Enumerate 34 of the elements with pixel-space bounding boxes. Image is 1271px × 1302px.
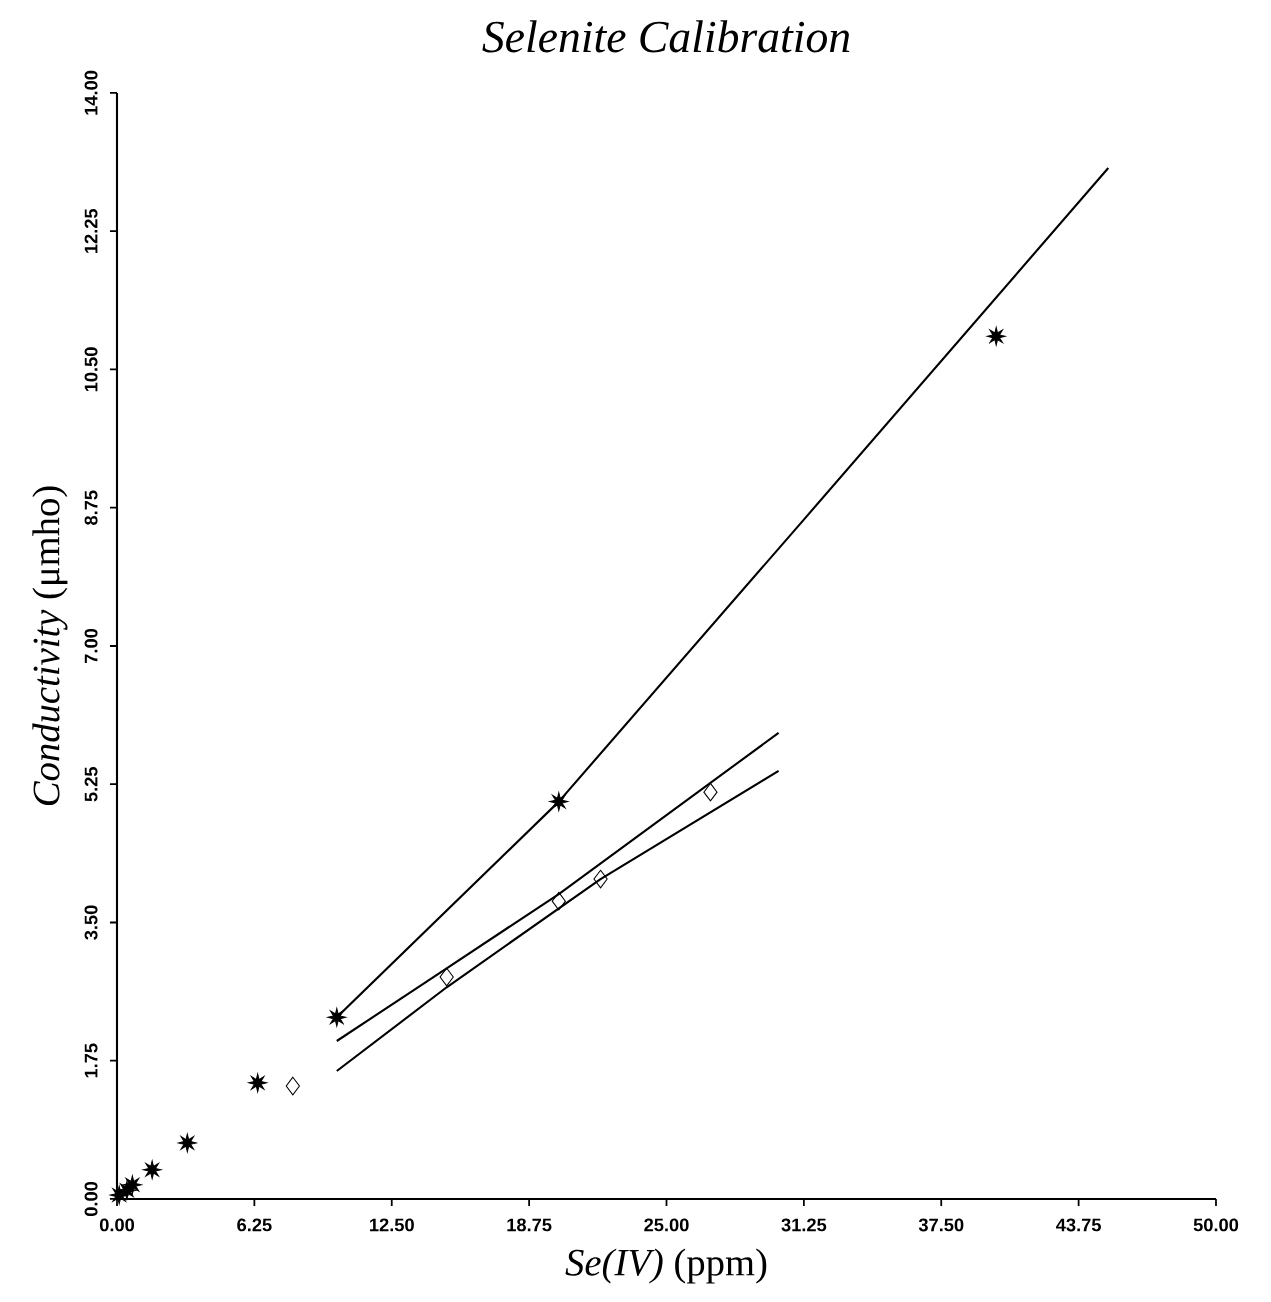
x-tick-label: 0.00 xyxy=(99,1218,135,1232)
point xyxy=(439,967,454,987)
y-tick-label: 7.00 xyxy=(84,628,98,664)
point xyxy=(248,1073,267,1093)
x-tick-label: 6.25 xyxy=(237,1218,272,1232)
chart-title: Selenite Calibration xyxy=(482,20,850,53)
point xyxy=(549,792,569,811)
x-tick-label: 31.25 xyxy=(781,1218,827,1232)
point xyxy=(551,891,566,911)
y-tick-label: 3.50 xyxy=(84,905,98,940)
line-series xyxy=(335,769,780,1073)
x-tick-label: 18.75 xyxy=(507,1218,552,1232)
point xyxy=(178,1133,197,1153)
point xyxy=(986,326,1006,346)
y-tick-label: 14.00 xyxy=(84,70,98,115)
point xyxy=(327,1007,347,1027)
y-tick-label: 1.75 xyxy=(84,1043,98,1078)
x-axis-title: Se(IV) (ppm) xyxy=(565,1248,767,1284)
point xyxy=(285,1076,300,1096)
y-axis-title: Conductivity (μmho) xyxy=(32,486,68,806)
point xyxy=(703,782,718,802)
y-tick-label: 10.50 xyxy=(84,347,98,392)
x-tick-label: 25.00 xyxy=(644,1218,689,1232)
point xyxy=(142,1160,162,1180)
y-tick-label: 5.25 xyxy=(84,766,98,802)
y-tick-label: 12.25 xyxy=(84,208,98,253)
x-tick-label: 50.00 xyxy=(1193,1218,1239,1232)
x-tick-label: 37.50 xyxy=(918,1218,964,1232)
line-series xyxy=(335,731,780,1043)
y-tick-label: 8.75 xyxy=(84,490,98,525)
point xyxy=(593,869,608,889)
x-tick-label: 12.50 xyxy=(370,1218,414,1232)
point xyxy=(123,1175,142,1195)
x-tick-label: 43.75 xyxy=(1056,1218,1101,1232)
